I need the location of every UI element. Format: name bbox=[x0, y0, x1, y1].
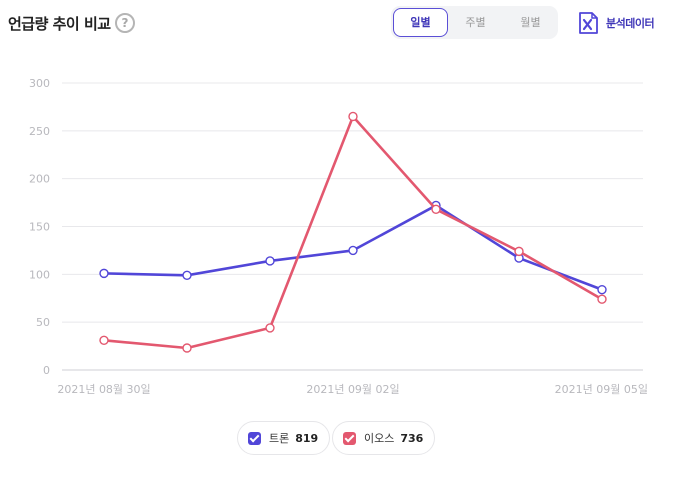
x-tick-label: 2021년 09월 05일 bbox=[555, 382, 648, 396]
x-axis: 2021년 08월 30일 2021년 09월 02일 2021년 09월 05일 bbox=[57, 382, 648, 396]
y-tick-label: 50 bbox=[36, 316, 50, 329]
data-point bbox=[597, 294, 607, 304]
period-monthly-button[interactable]: 월별 bbox=[520, 16, 541, 29]
legend-count: 819 bbox=[295, 431, 319, 445]
series-line bbox=[103, 115, 603, 350]
data-point bbox=[265, 323, 275, 333]
data-point bbox=[597, 284, 607, 295]
data-point bbox=[182, 270, 192, 280]
legend-label: 트론 bbox=[269, 432, 290, 445]
period-toggle: 일별 주별 월별 bbox=[391, 6, 558, 39]
trend-line-chart: 0 50 100 150 200 250 300 2021년 08월 30일 2021년 09… bbox=[29, 77, 648, 396]
data-point bbox=[431, 204, 441, 214]
x-tick-label: 2021년 08월 30일 bbox=[57, 382, 150, 396]
data-point bbox=[348, 111, 358, 122]
chart-title: 언급량 추이 비교 bbox=[8, 15, 111, 33]
chart-header: 언급량 추이 비교 ? 일별 주별 월별 분석데이터 bbox=[0, 0, 673, 48]
series-0 bbox=[99, 200, 607, 295]
y-tick-label: 200 bbox=[29, 173, 50, 186]
y-axis: 0 50 100 150 200 250 300 bbox=[29, 77, 50, 377]
y-tick-label: 150 bbox=[29, 221, 50, 234]
data-point bbox=[348, 245, 358, 256]
help-icon[interactable]: ? bbox=[115, 13, 135, 33]
data-point bbox=[265, 256, 275, 266]
data-point bbox=[182, 343, 192, 353]
export-data-label: 분석데이터 bbox=[606, 17, 655, 30]
data-point bbox=[99, 335, 109, 346]
chart-grid bbox=[62, 82, 643, 371]
chart-series bbox=[99, 111, 607, 353]
legend-item-tron[interactable]: 트론 819 bbox=[237, 421, 331, 455]
period-daily-button[interactable]: 일별 bbox=[393, 8, 448, 37]
series-1 bbox=[99, 111, 607, 353]
excel-icon bbox=[579, 12, 598, 34]
data-point bbox=[514, 246, 524, 257]
period-weekly-button[interactable]: 주별 bbox=[465, 16, 486, 29]
x-tick-label: 2021년 09월 02일 bbox=[306, 382, 399, 396]
y-tick-label: 250 bbox=[29, 125, 50, 138]
y-tick-label: 0 bbox=[43, 364, 50, 377]
legend-checkbox-icon bbox=[248, 431, 261, 445]
export-data-button[interactable]: 분석데이터 bbox=[578, 11, 655, 35]
data-point bbox=[99, 268, 109, 279]
legend-count: 736 bbox=[400, 431, 424, 445]
legend-item-eos[interactable]: 이오스 736 bbox=[332, 421, 436, 455]
chart-legend: 트론 819 이오스 736 bbox=[0, 421, 673, 455]
legend-label: 이오스 bbox=[364, 432, 395, 445]
legend-checkbox-icon bbox=[343, 431, 356, 445]
y-tick-label: 100 bbox=[29, 268, 50, 281]
y-tick-label: 300 bbox=[29, 77, 50, 90]
